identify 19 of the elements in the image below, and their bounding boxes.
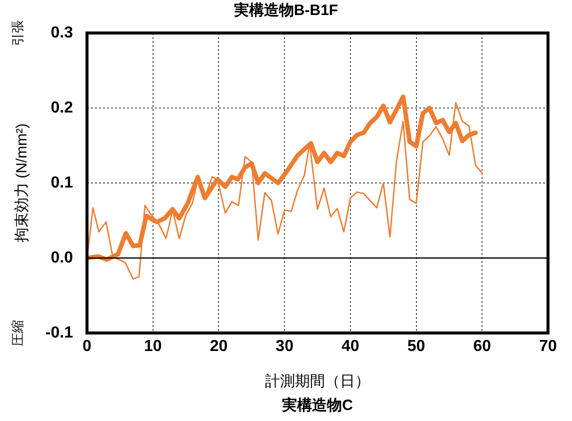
text: 実構造物C xyxy=(281,396,354,415)
y-tick-label: 0.1 xyxy=(50,174,74,192)
x-tick-label: 50 xyxy=(407,338,426,356)
chart-title: 実構造物B-B1F xyxy=(232,1,340,20)
x-tick-label: 20 xyxy=(210,338,228,356)
y-tick-label: 0.0 xyxy=(50,249,74,266)
x-tick-label: 0 xyxy=(82,338,92,356)
x-tick-label: 70 xyxy=(539,338,557,356)
x-axis-title: 計測期間（日） xyxy=(264,372,371,391)
y-tick-label: 0.2 xyxy=(50,99,74,116)
y-axis-title: 拘束効力 (N/mm²) xyxy=(12,123,32,243)
y-tick-label: -0.1 xyxy=(45,324,74,342)
text: 圧縮 xyxy=(9,320,26,346)
x-tick-label: 40 xyxy=(342,338,360,356)
x-tick-label: 10 xyxy=(144,338,162,356)
text: 引張 xyxy=(9,20,26,46)
y-tick-label: 0.3 xyxy=(50,24,74,42)
x-tick-label: 60 xyxy=(473,338,492,356)
x-tick-label: 30 xyxy=(276,338,294,356)
